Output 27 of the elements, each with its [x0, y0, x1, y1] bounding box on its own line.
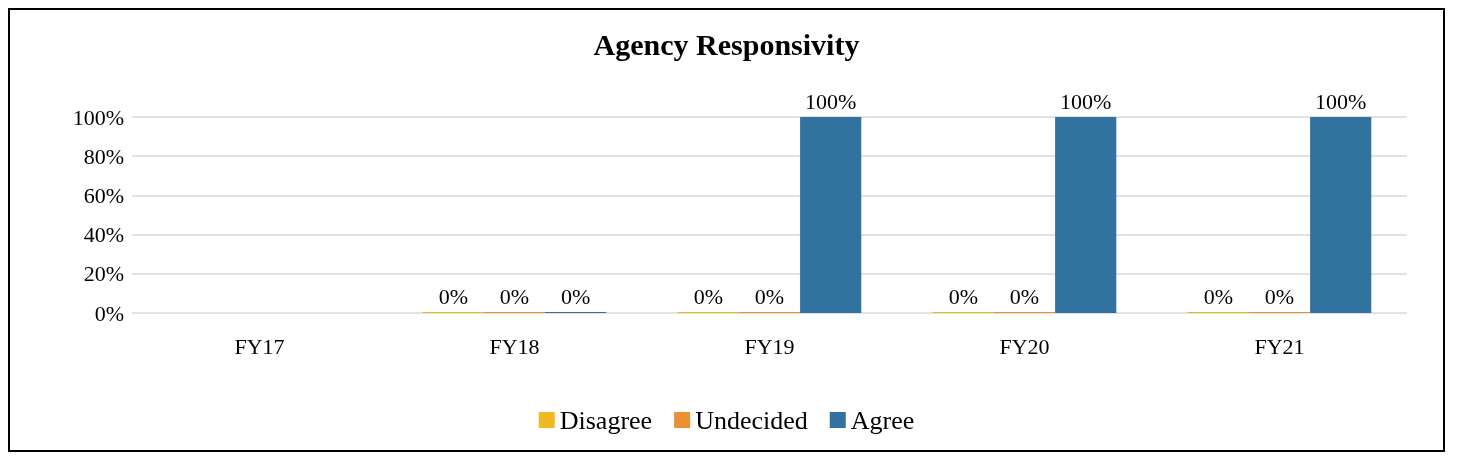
data-label: 0%: [499, 283, 530, 309]
data-label: 0%: [1009, 283, 1040, 309]
legend-label: Undecided: [695, 405, 808, 435]
data-label: 0%: [1203, 283, 1233, 309]
legend-label: Disagree: [559, 405, 653, 435]
y-tick-label: 0%: [94, 300, 124, 326]
x-tick-label: FY21: [1254, 333, 1305, 359]
y-tick-label: 80%: [83, 143, 124, 169]
data-label: 0%: [948, 283, 978, 309]
data-label: 100%: [1060, 88, 1112, 114]
data-label: 0%: [561, 283, 591, 309]
data-label: 0%: [693, 283, 723, 309]
y-tick-label: 100%: [72, 104, 124, 130]
y-tick-label: 20%: [83, 261, 124, 287]
data-label: 0%: [754, 283, 785, 309]
x-tick-label: FY20: [999, 333, 1050, 359]
data-label: 100%: [805, 88, 857, 114]
y-tick-label: 40%: [83, 222, 124, 248]
x-tick-label: FY18: [489, 333, 540, 359]
legend-label: Agree: [850, 405, 915, 435]
data-label: 0%: [438, 283, 468, 309]
x-tick-label: FY17: [234, 333, 285, 359]
data-label: 100%: [1315, 88, 1367, 114]
chart-title: Agency Responsivity: [593, 27, 860, 61]
data-label: 0%: [1264, 283, 1295, 309]
y-tick-label: 60%: [83, 182, 124, 208]
x-tick-label: FY19: [744, 333, 795, 359]
